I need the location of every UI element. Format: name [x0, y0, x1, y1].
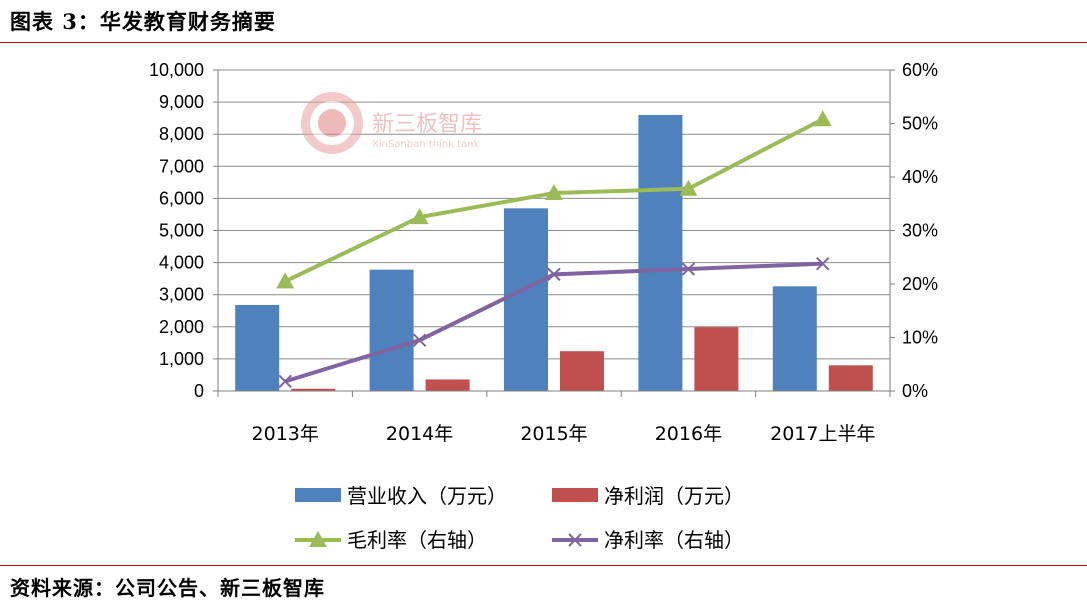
net-margin-line [284, 261, 823, 384]
left-tick-label: 3,000 [159, 285, 204, 305]
revenue-bar [772, 286, 817, 391]
watermark-name: 新三板智库 [372, 112, 482, 137]
net-profit-bar [828, 365, 873, 391]
category-label: 2013年 [252, 423, 319, 445]
left-tick-label: 9,000 [159, 92, 204, 112]
revenue-bar [638, 114, 683, 391]
left-tick-label: 0 [194, 381, 204, 401]
revenue-bar [504, 208, 548, 391]
right-tick-label: 40% [902, 167, 938, 187]
right-tick-label: 30% [902, 221, 938, 241]
legend-swatch [552, 488, 598, 502]
net-margin-point [547, 267, 561, 282]
gross-margin-line [284, 117, 824, 284]
legend: 营业收入（万元） 净利润（万元） 毛利率（右轴） 净利率（右轴） [295, 484, 744, 552]
gross-margin-point [679, 179, 698, 196]
left-tick-label: 4,000 [159, 253, 204, 273]
legend-label: 净利润（万元） [604, 484, 744, 508]
category-label: 2017上半年 [770, 423, 875, 445]
left-tick-label: 5,000 [159, 221, 204, 241]
left-tick-label: 2,000 [159, 317, 204, 337]
right-tick-label: 0% [902, 381, 928, 401]
gross-margin-point [545, 184, 563, 201]
legend-item-net-profit: 净利润（万元） [552, 484, 744, 508]
net-margin-point [816, 256, 830, 271]
net-margin-point [681, 262, 696, 276]
bar-series [235, 114, 873, 391]
net-profit-bar [694, 327, 739, 391]
line-series [276, 110, 832, 389]
title-divider [0, 42, 1087, 43]
right-tick-label: 20% [902, 274, 938, 294]
source-note: 资料来源：公司公告、新三板智库 [10, 576, 325, 600]
net-margin-point [412, 333, 427, 347]
left-tick-label: 1,000 [159, 349, 204, 369]
watermark-logo: 新三板智库 XinSanban think tank [301, 92, 482, 154]
legend-item-revenue: 营业收入（万元） [295, 484, 507, 508]
category-label: 2016年 [655, 423, 722, 445]
financial-summary-chart: 新三板智库 XinSanban think tank 0 1,000 2,000 3,… [149, 60, 938, 552]
net-profit-bar [291, 388, 336, 391]
left-tick-label: 6,000 [159, 188, 204, 208]
right-tick-label: 60% [902, 60, 938, 80]
source-divider [0, 565, 1087, 566]
category-label: 2015年 [520, 423, 587, 445]
category-label: 2014年 [386, 423, 453, 445]
net-profit-bar [425, 379, 470, 391]
gross-margin-point [813, 110, 832, 127]
legend-marker [309, 531, 327, 547]
gross-margin-point [276, 272, 295, 289]
net-margin-point [278, 374, 292, 389]
right-tick-label: 10% [902, 328, 938, 348]
watermark-core [318, 109, 346, 137]
left-tick-label: 10,000 [149, 60, 204, 80]
revenue-bar [369, 269, 414, 391]
left-tick-label: 7,000 [159, 156, 204, 176]
tick-labels: 0 1,000 2,000 3,000 4,000 5,000 6,000 7,000 8,00… [149, 60, 938, 445]
gross-margin-point [410, 208, 429, 225]
revenue-bar [235, 304, 280, 391]
legend-label: 营业收入（万元） [347, 484, 507, 508]
legend-item-gross-margin: 毛利率（右轴） [295, 528, 487, 552]
right-tick-label: 50% [902, 114, 938, 134]
watermark-subtitle: XinSanban think tank [372, 139, 480, 150]
legend-marker [568, 533, 582, 547]
legend-swatch [295, 488, 341, 502]
legend-label: 毛利率（右轴） [347, 528, 487, 552]
axes [213, 69, 895, 397]
net-profit-bar [560, 351, 604, 391]
left-tick-label: 8,000 [159, 124, 204, 144]
figure-title: 图表 3：华发教育财务摘要 [10, 9, 276, 34]
legend-label: 净利率（右轴） [604, 528, 744, 552]
legend-item-net-margin: 净利率（右轴） [552, 528, 744, 552]
